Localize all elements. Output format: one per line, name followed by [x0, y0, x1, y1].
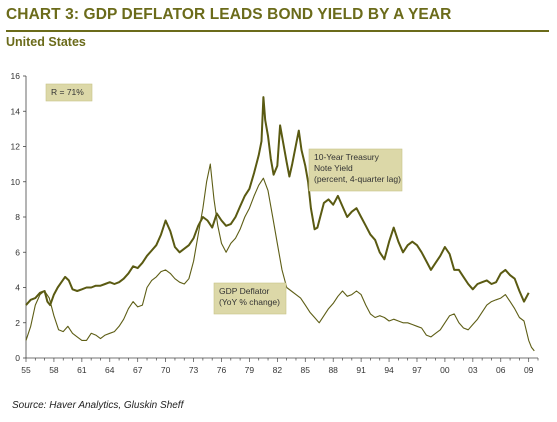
y-tick-label: 6 [15, 247, 20, 257]
x-tick-label: 76 [217, 365, 227, 375]
source-note: Source: Haver Analytics, Gluskin Sheff [12, 400, 184, 411]
y-tick-label: 2 [15, 318, 20, 328]
x-tick-label: 91 [356, 365, 366, 375]
x-tick-label: 97 [412, 365, 422, 375]
correlation-label-text: R = 71% [51, 87, 84, 97]
gdp-deflator-line [25, 163, 535, 352]
treasury-label-text: 10-Year Treasury [314, 152, 380, 162]
treasury-label-text: Note Yield [314, 163, 353, 173]
x-tick-label: 58 [49, 365, 59, 375]
x-tick-label: 88 [328, 365, 338, 375]
x-tick-label: 79 [245, 365, 255, 375]
x-tick-label: 94 [384, 365, 394, 375]
y-tick-label: 12 [11, 142, 21, 152]
chart-panel: 0 2 4 6 8 10 12 14 16 55 58 61 64 67 70 73 76 79 82 85 88 91 9… [6, 53, 549, 383]
y-tick-label: 14 [11, 106, 21, 116]
treasury-yield-line [25, 96, 530, 307]
y-tick-label: 8 [15, 212, 20, 222]
deflator-label-text: GDP Deflator [219, 286, 270, 296]
x-tick-label: 09 [524, 365, 534, 375]
deflator-label-text: (YoY % change) [219, 297, 280, 307]
deflator-label-box [213, 282, 287, 315]
title-rule [6, 30, 549, 32]
line-chart: 0 2 4 6 8 10 12 14 16 55 58 61 64 67 70 73 76 79 82 85 88 91 9… [11, 71, 539, 375]
y-tick-label: 4 [15, 283, 20, 293]
x-tick-label: 55 [21, 365, 31, 375]
x-tick-label: 06 [496, 365, 506, 375]
correlation-label: R = 71% [45, 83, 93, 102]
chart-title: CHART 3: GDP DEFLATOR LEADS BOND YIELD B… [6, 6, 452, 23]
correlation-label-box [45, 83, 93, 102]
x-tick-label: 70 [161, 365, 171, 375]
x-tick-label: 85 [301, 365, 311, 375]
chart-subtitle: United States [6, 35, 86, 49]
y-tick-label: 16 [11, 71, 21, 81]
x-tick-label: 73 [189, 365, 199, 375]
series-lines [25, 96, 535, 352]
x-tick-label: 82 [273, 365, 283, 375]
treasury-label-box [308, 148, 403, 192]
x-tick-label: 00 [440, 365, 450, 375]
axes: 0 2 4 6 8 10 12 14 16 55 58 61 64 67 70 73 76 79 82 85 88 91 9… [11, 71, 539, 375]
x-tick-label: 03 [468, 365, 478, 375]
treasury-label-text: (percent, 4-quarter lag) [314, 174, 401, 184]
y-tick-label: 10 [11, 177, 21, 187]
x-tick-label: 61 [77, 365, 87, 375]
x-tick-label: 64 [105, 365, 115, 375]
y-tick-label: 0 [15, 353, 20, 363]
x-tick-label: 67 [133, 365, 143, 375]
deflator-label: GDP Deflator(YoY % change) [213, 282, 287, 315]
